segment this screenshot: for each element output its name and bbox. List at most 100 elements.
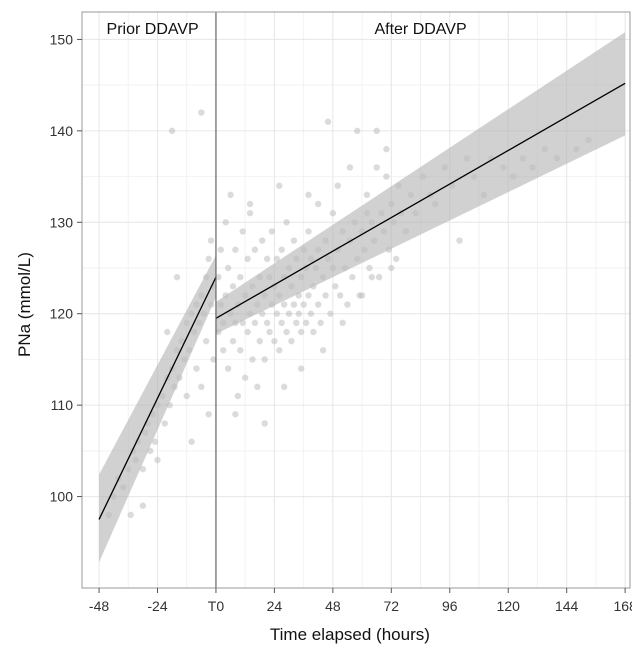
data-point — [317, 319, 324, 327]
data-point — [322, 237, 329, 244]
data-point — [470, 173, 478, 180]
data-point — [392, 255, 400, 263]
data-point — [190, 328, 198, 336]
data-point — [585, 136, 592, 144]
data-point — [307, 310, 315, 317]
panel-label-after-ddavp: After DDAVP — [374, 21, 466, 38]
data-point — [205, 411, 212, 418]
x-tick-label: 120 — [497, 598, 521, 614]
data-point — [500, 164, 507, 171]
data-point — [305, 228, 312, 235]
data-point — [198, 383, 205, 391]
data-points — [105, 109, 592, 519]
data-point — [354, 255, 361, 263]
data-point — [339, 319, 346, 327]
data-point — [224, 365, 232, 372]
data-point — [161, 420, 169, 427]
data-point — [249, 356, 256, 363]
data-point — [541, 145, 548, 153]
data-point — [244, 255, 251, 263]
data-point — [378, 209, 385, 217]
data-point — [278, 319, 285, 327]
data-point — [351, 219, 358, 226]
data-point — [290, 237, 298, 244]
data-point — [319, 347, 327, 354]
data-point — [259, 310, 266, 317]
data-point — [346, 164, 354, 171]
data-point — [480, 191, 488, 199]
data-point — [241, 374, 249, 381]
data-point — [215, 328, 222, 336]
data-point — [237, 347, 244, 354]
data-point — [183, 319, 190, 327]
data-point — [241, 292, 249, 299]
data-point — [368, 273, 376, 281]
data-point — [244, 328, 251, 336]
data-point — [254, 301, 261, 308]
data-point — [178, 337, 186, 345]
data-point — [207, 237, 215, 244]
data-point — [366, 264, 373, 272]
x-tick-label: 72 — [384, 598, 400, 614]
data-point — [519, 155, 527, 162]
data-point — [280, 301, 288, 308]
data-point — [276, 182, 283, 189]
confidence-band-after — [215, 32, 626, 334]
data-point — [254, 383, 261, 391]
data-point — [181, 356, 188, 363]
data-point — [271, 337, 278, 345]
data-point — [354, 127, 361, 135]
data-point — [373, 164, 380, 171]
data-point — [310, 328, 317, 336]
data-point — [300, 301, 307, 308]
data-point — [302, 319, 310, 327]
data-point — [402, 228, 410, 235]
data-point — [361, 246, 368, 253]
data-point — [188, 438, 195, 445]
data-point — [198, 109, 205, 116]
data-point — [203, 337, 210, 345]
plot-border — [81, 11, 631, 589]
data-point — [139, 502, 147, 509]
data-point — [388, 200, 395, 208]
fit-line-after — [215, 82, 626, 319]
data-point — [302, 264, 310, 272]
data-point — [322, 292, 329, 299]
data-point — [120, 484, 127, 491]
data-point — [232, 411, 239, 418]
data-point — [305, 191, 312, 199]
data-point — [315, 246, 322, 253]
data-point — [266, 273, 273, 281]
data-point — [383, 173, 390, 180]
data-point — [509, 173, 517, 180]
data-point — [295, 310, 302, 317]
data-point — [268, 228, 276, 235]
data-point — [295, 292, 302, 299]
data-point — [375, 273, 383, 281]
data-point — [220, 319, 227, 327]
data-point — [276, 292, 283, 299]
data-point — [261, 420, 268, 427]
data-point — [251, 319, 259, 327]
x-tick-label: 168 — [613, 598, 632, 614]
y-tick-label: 100 — [50, 489, 74, 505]
x-tick-label: -48 — [89, 598, 109, 614]
data-point — [220, 347, 227, 354]
data-point — [358, 292, 366, 299]
data-point — [251, 246, 259, 253]
x-tick-label: -24 — [147, 598, 167, 614]
data-point — [183, 392, 190, 400]
data-point — [285, 310, 293, 317]
data-point — [261, 356, 268, 363]
data-point — [431, 200, 439, 208]
y-tick-label: 140 — [50, 123, 74, 139]
data-point — [315, 200, 322, 208]
x-axis-ticks: -48 -24 T0 24 48 72 96 120 144 168 — [89, 588, 632, 614]
data-point — [293, 319, 300, 327]
panel-label-prior-ddavp: Prior DDAVP — [107, 21, 199, 38]
data-point — [215, 273, 222, 281]
data-point — [298, 273, 305, 281]
data-point — [171, 383, 178, 391]
data-point — [312, 264, 320, 272]
